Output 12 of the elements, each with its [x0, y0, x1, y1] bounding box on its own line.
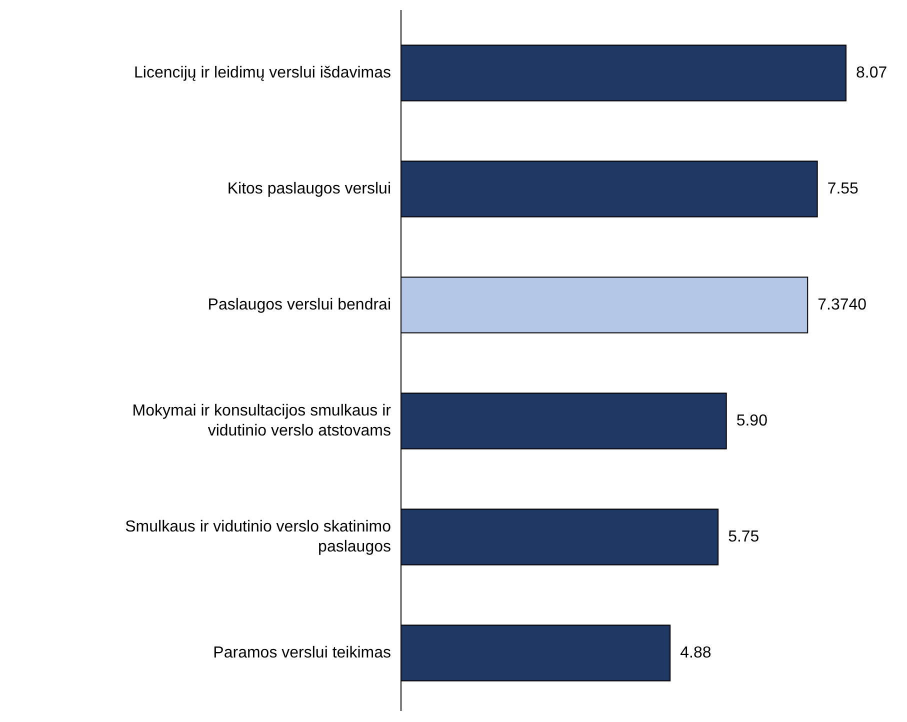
y-tick-label: Licencijų ir leidimų verslui išdavimas [134, 64, 391, 82]
y-tick-label: Smulkaus ir vidutinio verslo skatinimo paslaugos [125, 518, 392, 556]
data-label: 7.3740 [818, 296, 867, 314]
data-label: 5.75 [728, 528, 760, 546]
data-label: 5.90 [736, 412, 768, 430]
y-tick-label: Mokymai ir konsultacijos smulkaus ir vidutinio verslo atstovams [132, 402, 392, 440]
data-label: 4.88 [680, 644, 712, 662]
y-tick-label: Kitos paslaugos verslui [227, 180, 391, 198]
y-tick-label: Paramos verslui teikimas [213, 644, 391, 662]
data-label: 8.07 [856, 64, 888, 82]
data-label: 7.55 [827, 180, 859, 198]
y-tick-label: Paslaugos verslui bendrai [208, 296, 391, 314]
